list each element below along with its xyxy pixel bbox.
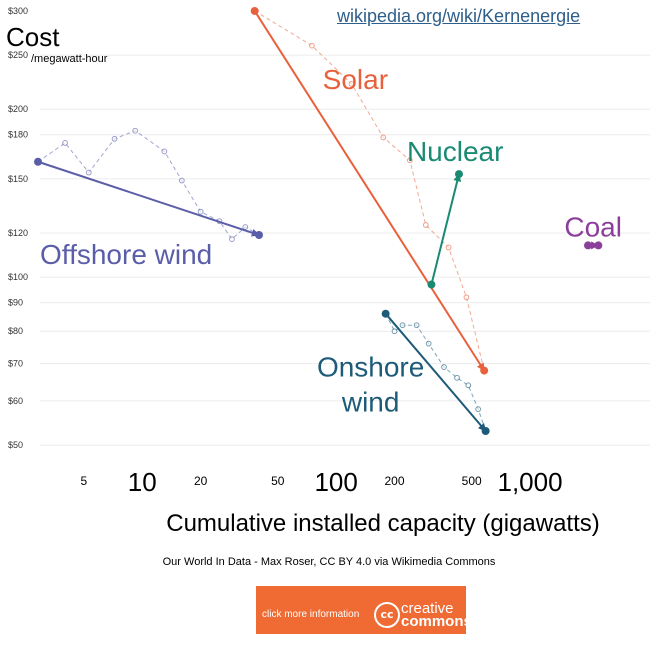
x-tick-label-major: 100 [314,467,357,497]
y-tick-label: $150 [8,174,28,184]
series-nuclear: Nuclear [407,136,503,289]
solar-history-point [463,294,470,301]
coal-end-point [594,241,603,250]
solar-label: Solar [323,64,388,95]
x-tick-label-minor: 50 [271,474,285,488]
offshore-wind-history-point [132,127,139,134]
onshore-wind-history-point [399,322,406,329]
x-tick-label-minor: 20 [194,474,208,488]
y-tick-label: $80 [8,326,23,336]
y-tick-label: $180 [8,130,28,140]
solar-start-point [250,6,259,15]
nuclear-start-point [427,280,436,289]
onshore-wind-history-point [454,374,460,381]
x-tick-label-major: 10 [128,467,157,497]
y-axis-ticks: $300 $250 $200 $180 $150 $120 $100 $90 $80 $70 $60… [8,6,28,450]
offshore-wind-start-point [34,157,43,166]
nuclear-trend-arrow [430,173,462,285]
offshore-wind-history-point [161,148,168,155]
wikipedia-source-link[interactable]: wikipedia.org/wiki/Kernenergie [337,6,581,26]
cc-logo-icon: cc [374,602,400,628]
coal-start-point [583,241,592,250]
x-tick-label-minor: 500 [462,474,482,488]
offshore-wind-trend-arrow [37,160,260,237]
creative-commons-badge[interactable]: click more information cc creative commo… [256,586,472,634]
offshore-wind-history-point [178,177,185,184]
offshore-wind-history-point [85,169,92,176]
cc-more-info-text: click more information [262,609,360,620]
offshore-wind-end-point [254,231,263,240]
attribution-credit: Our World In Data - Max Roser, CC BY 4.0… [162,556,496,568]
y-tick-label: $60 [8,396,23,406]
onshore-wind-label-line: wind [341,387,400,418]
solar-history-point [422,222,429,228]
solar-history-point [406,157,413,164]
y-tick-label: $90 [8,298,23,308]
series-offshore-wind: Offshore wind [34,127,263,270]
y-tick-label: $120 [8,228,28,238]
y-tick-label: $50 [8,440,23,450]
y-tick-label: $200 [8,104,28,114]
onshore-wind-history-point [413,322,420,329]
offshore-wind-label: Offshore wind [40,239,212,270]
solar-trend-arrow [253,10,486,372]
onshore-wind-label-line: Onshore [317,352,424,383]
offshore-wind-history-point [229,236,235,243]
solar-history-point [348,81,355,87]
y-tick-label: $250 [8,50,28,60]
offshore-wind-history-point [197,208,204,215]
nuclear-end-point [454,170,463,179]
x-tick-label-minor: 200 [385,474,405,488]
y-axis-label: /megawatt-hour [31,53,108,65]
series-solar: Solar [250,6,489,375]
cc-word-creative: creative [401,600,454,617]
solar-history-point [380,134,387,141]
onshore-wind-history-point [441,364,447,370]
x-tick-label-minor: 5 [81,474,88,488]
y-tick-label: $300 [8,6,28,16]
solar-end-point [480,366,489,375]
series-layer: Solar Nuclear Coal Offshore wind Onshore wind [34,6,622,435]
y-tick-label: $70 [8,359,23,369]
onshore-wind-end-point [481,426,490,435]
onshore-wind-history-point [425,340,432,347]
offshore-wind-history-point [111,135,118,142]
onshore-wind-history-point [475,406,482,413]
onshore-wind-history-point [391,328,398,335]
series-onshore-wind: Onshore wind [317,309,490,435]
solar-history-point [445,244,452,251]
onshore-wind-history-point [465,382,472,389]
nuclear-label: Nuclear [407,136,503,167]
y-tick-label: $100 [8,272,28,282]
chart-title: Cost [6,22,60,52]
coal-label: Coal [564,211,622,242]
x-axis-ticks: 10 100 1,000 5 20 50 200 500 [81,467,563,497]
cc-word-commons: commons [401,613,472,630]
onshore-wind-trend-arrow [384,313,487,432]
onshore-wind-start-point [381,309,390,318]
onshore-wind-label: Onshore wind [317,352,424,418]
offshore-wind-history-point [62,140,68,146]
x-axis-label: Cumulative installed capacity (gigawatts… [166,510,600,537]
x-tick-label-major: 1,000 [498,467,563,497]
series-coal: Coal [564,211,622,250]
solar-history-point [309,42,315,49]
offshore-wind-history-line [37,130,260,240]
offshore-wind-history-point [242,224,249,230]
